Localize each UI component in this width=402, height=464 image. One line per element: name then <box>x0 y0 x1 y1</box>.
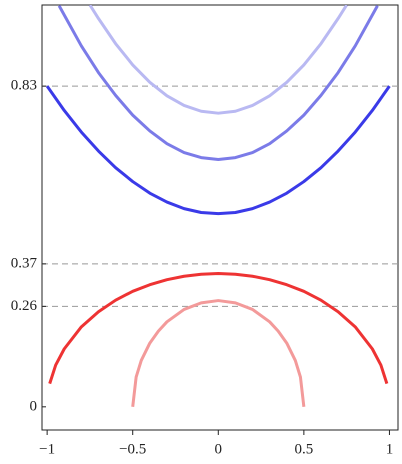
plot-frame <box>41 4 399 431</box>
curve <box>88 5 348 115</box>
y-tick-label: 0.26 <box>11 298 38 314</box>
x-tick-label: −0.5 <box>119 441 146 457</box>
y-tick-label: 0 <box>30 398 38 414</box>
x-tick-label: −1 <box>39 441 55 457</box>
y-tick-label: 0.83 <box>11 78 37 94</box>
curve <box>57 5 379 162</box>
curve <box>131 299 306 407</box>
curve <box>48 272 389 385</box>
curve <box>45 85 391 216</box>
x-tick-label: 1 <box>386 441 394 457</box>
x-tick-label: 0 <box>215 441 223 457</box>
x-tick-label: 0.5 <box>294 441 313 457</box>
plot-area <box>45 5 391 407</box>
y-tick-label: 0.37 <box>11 255 38 271</box>
